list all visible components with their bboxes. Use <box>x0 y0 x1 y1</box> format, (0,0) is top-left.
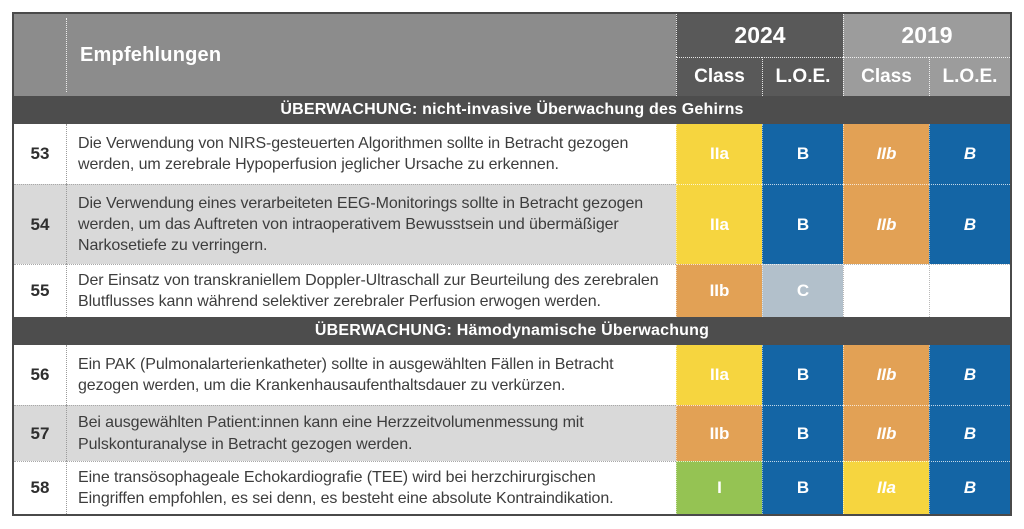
row-number: 54 <box>14 184 66 264</box>
class-2019-badge: IIb <box>843 124 929 184</box>
recommendation-text: Die Verwendung von NIRS-gesteuerten Algo… <box>66 124 676 184</box>
class-2024-badge: IIa <box>676 184 762 264</box>
row-number: 58 <box>14 461 66 514</box>
row-number: 57 <box>14 405 66 461</box>
class-2019-badge <box>843 264 929 317</box>
recommendations-header-label: Empfehlungen <box>80 43 222 66</box>
loe-2019-badge: B <box>929 124 1010 184</box>
class-2024-badge: IIa <box>676 345 762 405</box>
class-2024-badge: IIa <box>676 124 762 184</box>
loe-2024-badge: B <box>762 124 843 184</box>
loe-2019-badge: B <box>929 184 1010 264</box>
loe-header-2019: L.O.E. <box>929 57 1010 96</box>
class-header-2019: Class <box>843 57 929 96</box>
row-number: 53 <box>14 124 66 184</box>
recommendation-text: Eine transösophageale Echokardiografie (… <box>66 461 676 514</box>
loe-2019-badge: B <box>929 461 1010 514</box>
section-header-brain-monitoring: ÜBERWACHUNG: nicht-invasive Überwachung … <box>14 96 1010 124</box>
row-number: 56 <box>14 345 66 405</box>
class-2019-badge: IIb <box>843 345 929 405</box>
recommendation-text: Bei ausgewählten Patient:innen kann eine… <box>66 405 676 461</box>
class-2024-badge: I <box>676 461 762 514</box>
class-2019-badge: IIb <box>843 405 929 461</box>
class-2024-badge: IIb <box>676 264 762 317</box>
class-2019-badge: IIa <box>843 461 929 514</box>
recommendations-table: Empfehlungen 2024 2019 Class L.O.E. Clas… <box>12 12 1012 516</box>
class-header-2024: Class <box>676 57 762 96</box>
loe-2024-badge: B <box>762 345 843 405</box>
class-2019-badge: IIb <box>843 184 929 264</box>
row-number: 55 <box>14 264 66 317</box>
year-header-2024: 2024 <box>676 14 843 57</box>
loe-2019-badge <box>929 264 1010 317</box>
loe-2024-badge: B <box>762 184 843 264</box>
loe-2024-badge: C <box>762 264 843 317</box>
year-header-2019: 2019 <box>843 14 1010 57</box>
loe-header-2024: L.O.E. <box>762 57 843 96</box>
recommendation-text: Ein PAK (Pulmonalarterienkatheter) sollt… <box>66 345 676 405</box>
loe-2024-badge: B <box>762 405 843 461</box>
loe-2019-badge: B <box>929 345 1010 405</box>
section-header-hemodynamic-monitoring: ÜBERWACHUNG: Hämodynamische Überwachung <box>14 317 1010 345</box>
loe-2024-badge: B <box>762 461 843 514</box>
recommendations-header: Empfehlungen <box>14 14 676 96</box>
class-2024-badge: IIb <box>676 405 762 461</box>
loe-2019-badge: B <box>929 405 1010 461</box>
recommendation-text: Die Verwendung eines verarbeiteten EEG-M… <box>66 184 676 264</box>
recommendation-text: Der Einsatz von transkraniellem Doppler-… <box>66 264 676 317</box>
